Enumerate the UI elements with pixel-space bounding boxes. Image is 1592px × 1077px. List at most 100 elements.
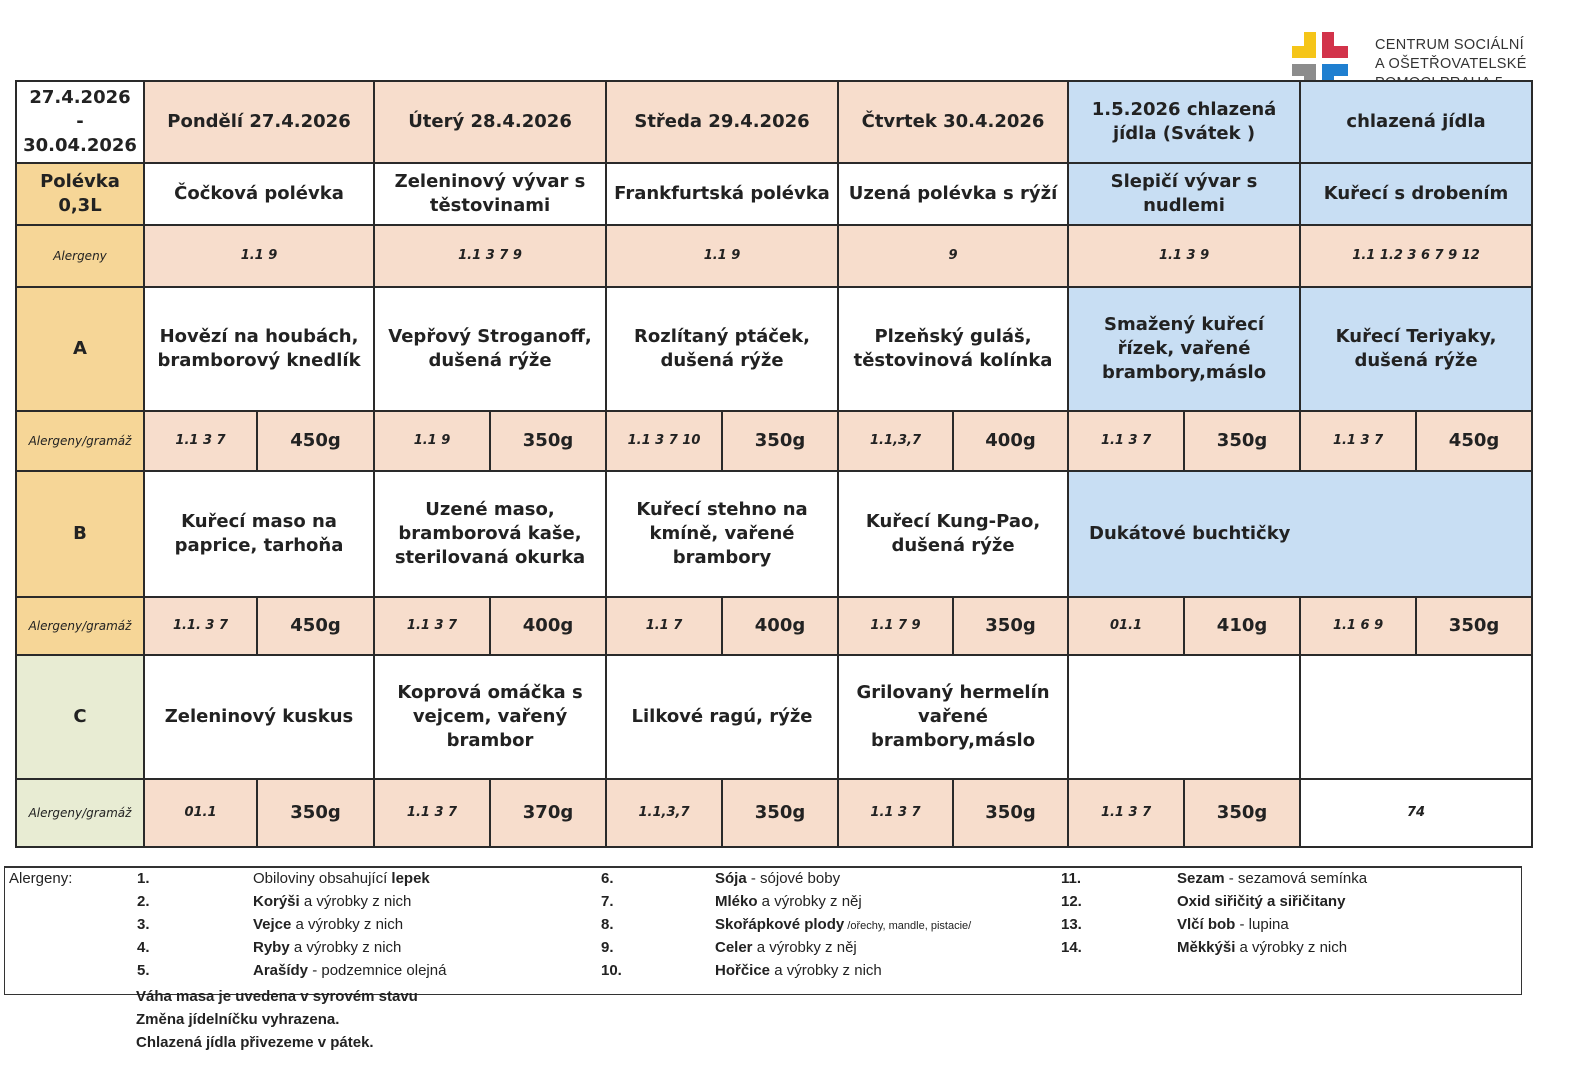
legend-number: 13. (1061, 916, 1082, 933)
soup-label: Polévka 0,3L (15, 162, 145, 226)
legend-number: 4. (137, 939, 150, 956)
meal-weight: 350g (952, 596, 1070, 656)
soup-allergens: 1.1 9 (605, 224, 840, 288)
legend-allergen: Hořčice (715, 962, 771, 979)
meal-dish (1067, 654, 1302, 780)
legend-allergen: Oxid siřičitý a siřičitany (1177, 893, 1346, 910)
legend-allergen: Sója (715, 870, 747, 887)
note: Váha masa je uvedena v syrovém stavu (136, 988, 418, 1005)
legend-allergen: lepek (391, 870, 430, 887)
soup-dish: Slepičí vývar s nudlemi (1067, 162, 1302, 226)
menu-table: 27.4.2026 - 30.04.2026 Pondělí 27.4.2026… (15, 80, 1534, 848)
meal-allergens: 1.1 3 7 (1067, 778, 1186, 848)
day-header: Čtvrtek 30.4.2026 (837, 80, 1070, 164)
legend-number: 11. (1061, 870, 1082, 887)
legend-number: 3. (137, 916, 150, 933)
legend-text: a výrobky z nich (770, 962, 882, 979)
meal-allergens: 1.1 3 7 (373, 596, 492, 656)
legend-text: - sezamová semínka (1224, 870, 1368, 887)
meal-allergens: 01.1 (143, 778, 258, 848)
meal-allergens: 1.1,3,7 (605, 778, 724, 848)
meal-allergens: 1.1 3 7 (1299, 410, 1418, 472)
meal-b-allergen-row: Alergeny/gramáž 1.1. 3 7 450g 1.1 3 7 400g 1.… (15, 596, 1534, 656)
meal-dish: Kuřecí maso na paprice, tarhoňa (142, 470, 376, 598)
meal-weight: 350g (1415, 596, 1534, 656)
soup-allergens: 9 (837, 224, 1070, 288)
legend-number: 9. (601, 939, 614, 956)
legend-text: - podzemnice olejná (308, 962, 447, 979)
legend-allergen: Sezam (1177, 870, 1225, 887)
meal-weight: 410g (1183, 596, 1302, 656)
legend-text: a výrobky z něj (757, 893, 862, 910)
legend-allergen: Vejce (253, 916, 292, 933)
meal-allergens: 1.1 7 (605, 596, 724, 656)
meal-weight: 350g (1183, 778, 1302, 848)
meal-allergens: 1.1 7 9 (837, 596, 955, 656)
meal-weight: 450g (255, 596, 376, 656)
meal-label: C (15, 654, 145, 780)
meal-c-row: C Zeleninový kuskus Koprová omáčka s vej… (15, 654, 1534, 780)
meal-dish: Zeleninový kuskus (142, 654, 376, 780)
meal-dish: Plzeňský guláš, těstovinová kolínka (837, 286, 1070, 412)
meal-allergens: 1.1,3,7 (837, 410, 955, 472)
meal-weight: 400g (952, 410, 1070, 472)
legend-text: - lupina (1235, 916, 1289, 933)
meal-dish: Uzené maso, bramborová kaše, sterilovaná… (373, 470, 608, 598)
legend-number: 14. (1061, 939, 1082, 956)
meal-dish: Vepřový Stroganoff, dušená rýže (373, 286, 608, 412)
allergen-label: Alergeny/gramáž (15, 778, 145, 848)
legend-title: Alergeny: (9, 870, 73, 887)
meal-allergens: 01.1 (1067, 596, 1186, 656)
legend-number: 12. (1061, 893, 1082, 910)
meal-allergens: 1.1 3 7 (143, 410, 258, 472)
meal-allergens: 1.1. 3 7 (143, 596, 258, 656)
meal-weight: 350g (1183, 410, 1302, 472)
day-header: 1.5.2026 chlazená jídla (Svátek ) (1067, 80, 1302, 164)
org-line: A OŠETŘOVATELSKÉ (1375, 56, 1527, 72)
legend-text: a výrobky z něj (752, 939, 857, 956)
meal-weight: 450g (1415, 410, 1534, 472)
legend-number: 5. (137, 962, 150, 979)
meal-dish: Lilkové ragú, rýže (605, 654, 840, 780)
meal-label: A (15, 286, 145, 412)
legend-allergen: Mléko (715, 893, 758, 910)
meal-a-allergen-row: Alergeny/gramáž 1.1 3 7 450g 1.1 9 350g 1.1 3… (15, 410, 1534, 472)
meal-weight: 350g (255, 778, 376, 848)
notes: Váha masa je uvedena v syrovém stavu Změ… (136, 985, 418, 1054)
meal-allergens: 1.1 3 7 (373, 778, 492, 848)
soup-dish: Čočková polévka (142, 162, 376, 226)
meal-allergens: 1.1 3 7 (1067, 410, 1186, 472)
meal-dish: Kuřecí Teriyaky, dušená rýže (1299, 286, 1534, 412)
legend-allergen: Arašídy (253, 962, 309, 979)
day-header: chlazená jídla (1299, 80, 1534, 164)
legend-allergen: Skořápkové plody (715, 916, 845, 933)
meal-allergens: 1.1 6 9 (1299, 596, 1418, 656)
meal-weight: 350g (489, 410, 608, 472)
meal-c-allergen-row: Alergeny/gramáž 01.1 350g 1.1 3 7 370g 1.1,3,… (15, 778, 1534, 848)
legend-text: /ořechy, mandle, pistacie/ (844, 920, 972, 932)
meal-dish: Hovězí na houbách, bramborový knedlík (142, 286, 376, 412)
day-header: Pondělí 27.4.2026 (142, 80, 376, 164)
meal-allergens: 74 (1299, 778, 1534, 848)
meal-weight: 370g (489, 778, 608, 848)
soup-dish: Uzená polévka s rýží (837, 162, 1070, 226)
note: Změna jídelníčku vyhrazena. (136, 1011, 340, 1028)
legend-number: 7. (601, 893, 614, 910)
legend-text: Obiloviny obsahující (253, 870, 392, 887)
meal-dish: Koprová omáčka s vejcem, vařený brambor (373, 654, 608, 780)
day-header: Úterý 28.4.2026 (373, 80, 608, 164)
allergen-label: Alergeny (15, 224, 145, 288)
meal-allergens: 1.1 3 7 10 (605, 410, 724, 472)
meal-weight: 350g (721, 410, 840, 472)
meal-dish: Dukátové buchtičky (1067, 470, 1534, 598)
legend-number: 1. (137, 870, 150, 887)
meal-dish: Smažený kuřecí řízek, vařené brambory,má… (1067, 286, 1302, 412)
org-line: CENTRUM SOCIÁLNÍ (1375, 37, 1525, 53)
soup-allergen-row: Alergeny 1.1 9 1.1 3 7 9 1.1 9 9 1.1 3 9… (15, 224, 1534, 288)
legend-allergen: Vlčí bob (1177, 916, 1236, 933)
soup-dish: Kuřecí s drobením (1299, 162, 1534, 226)
soup-allergens: 1.1 3 7 9 (373, 224, 608, 288)
soup-row: Polévka 0,3L Čočková polévka Zeleninový … (15, 162, 1534, 226)
legend-allergen: Celer (715, 939, 753, 956)
allergen-legend: Alergeny: 1. Obiloviny obsahující lepek 2.… (4, 866, 1522, 995)
